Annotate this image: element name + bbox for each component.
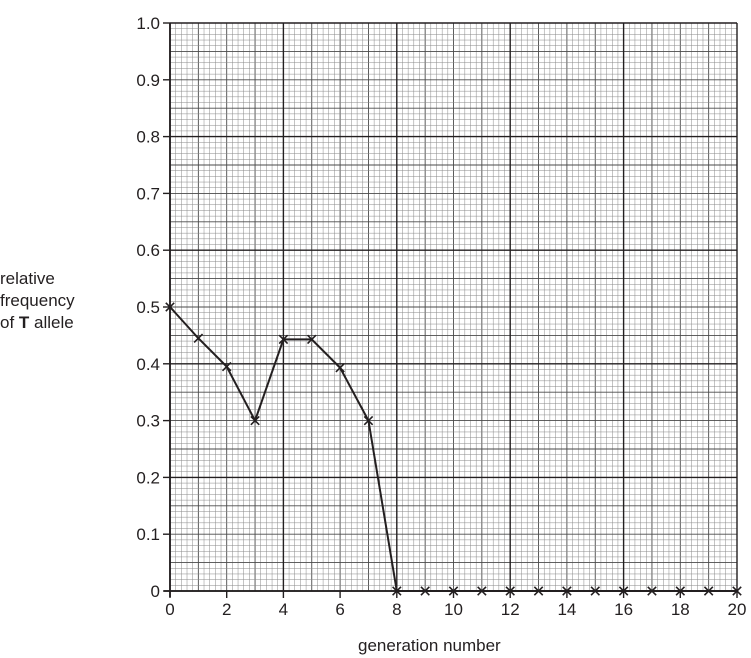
y-tick-label: 0 bbox=[151, 582, 160, 601]
data-point-marker bbox=[392, 586, 402, 596]
y-tick-label: 0.7 bbox=[136, 184, 160, 203]
marker-stroke bbox=[392, 586, 402, 596]
marker-stroke bbox=[562, 586, 572, 596]
data-point-marker bbox=[363, 415, 374, 426]
axes bbox=[163, 22, 738, 598]
marker-stroke bbox=[448, 586, 459, 596]
x-tick-label: 12 bbox=[501, 600, 520, 619]
data-point-marker bbox=[703, 586, 714, 596]
y-tick-label: 0.5 bbox=[136, 298, 160, 317]
marker-stroke bbox=[675, 586, 686, 596]
x-tick-label: 0 bbox=[165, 600, 174, 619]
marker-stroke bbox=[477, 586, 487, 596]
marker-stroke bbox=[420, 586, 430, 596]
marker-stroke bbox=[335, 363, 345, 373]
x-tick-label: 4 bbox=[279, 600, 288, 619]
y-axis-label-line-1: relative bbox=[0, 269, 55, 288]
data-point-marker bbox=[533, 586, 544, 596]
y-tick-label: 0.6 bbox=[136, 241, 160, 260]
x-tick-label: 8 bbox=[392, 600, 401, 619]
y-axis-label-allele: T bbox=[18, 313, 30, 332]
data-point-marker bbox=[335, 363, 345, 373]
data-point-marker bbox=[477, 586, 487, 596]
marker-stroke bbox=[278, 334, 289, 345]
data-point-marker bbox=[193, 333, 204, 344]
y-tick-label: 0.3 bbox=[136, 412, 160, 431]
x-axis-label: generation number bbox=[358, 636, 501, 655]
y-tick-label: 0.9 bbox=[136, 71, 160, 90]
y-axis-label-prefix: of bbox=[0, 313, 15, 332]
minor-gridlines bbox=[170, 23, 737, 591]
x-tick-label: 10 bbox=[444, 600, 463, 619]
y-tick-label: 0.1 bbox=[136, 525, 160, 544]
x-tick-label: 14 bbox=[557, 600, 576, 619]
data-point-marker bbox=[165, 302, 175, 312]
data-point-marker bbox=[562, 586, 572, 596]
y-tick-label: 1.0 bbox=[136, 14, 160, 33]
y-tick-labels: 0 0.1 0.2 0.3 0.4 0.5 0.6 0.7 0.8 0.9 1.0 bbox=[136, 14, 160, 601]
marker-stroke bbox=[533, 586, 544, 596]
x-tick-label: 6 bbox=[335, 600, 344, 619]
marker-stroke bbox=[618, 586, 629, 596]
data-point-marker bbox=[590, 586, 601, 596]
data-point-marker bbox=[250, 415, 260, 426]
marker-stroke bbox=[732, 586, 742, 596]
marker-stroke bbox=[363, 415, 374, 426]
y-axis-label: relative frequency of T allele bbox=[0, 268, 140, 334]
marker-stroke bbox=[703, 586, 714, 596]
x-tick-label: 16 bbox=[614, 600, 633, 619]
x-tick-labels: 0 2 4 6 8 10 12 14 16 18 20 bbox=[165, 600, 746, 619]
marker-stroke bbox=[590, 586, 601, 596]
marker-stroke bbox=[505, 586, 515, 596]
marker-stroke bbox=[165, 302, 175, 312]
marker-stroke bbox=[647, 586, 657, 596]
data-point-marker bbox=[420, 586, 430, 596]
y-tick-label: 0.2 bbox=[136, 468, 160, 487]
data-point-marker bbox=[618, 586, 629, 596]
y-axis-label-suffix: allele bbox=[34, 313, 74, 332]
data-point-marker bbox=[448, 586, 459, 596]
x-tick-label: 20 bbox=[728, 600, 747, 619]
y-tick-label: 0.8 bbox=[136, 128, 160, 147]
data-point-marker bbox=[675, 586, 686, 596]
marker-stroke bbox=[250, 415, 260, 426]
y-tick-label: 0.4 bbox=[136, 355, 160, 374]
data-point-marker bbox=[278, 334, 289, 345]
data-point-marker bbox=[647, 586, 657, 596]
x-tick-label: 2 bbox=[222, 600, 231, 619]
data-point-marker bbox=[505, 586, 515, 596]
data-point-marker bbox=[732, 586, 742, 596]
data-point-marker bbox=[306, 334, 317, 345]
marker-stroke bbox=[193, 333, 204, 344]
marker-stroke bbox=[306, 334, 317, 345]
y-axis-label-line-2: frequency bbox=[0, 291, 75, 310]
y-axis-label-line-3: of T allele bbox=[0, 312, 140, 334]
marker-stroke bbox=[221, 361, 232, 372]
data-series bbox=[165, 302, 742, 596]
data-point-marker bbox=[221, 361, 232, 372]
x-tick-label: 18 bbox=[671, 600, 690, 619]
